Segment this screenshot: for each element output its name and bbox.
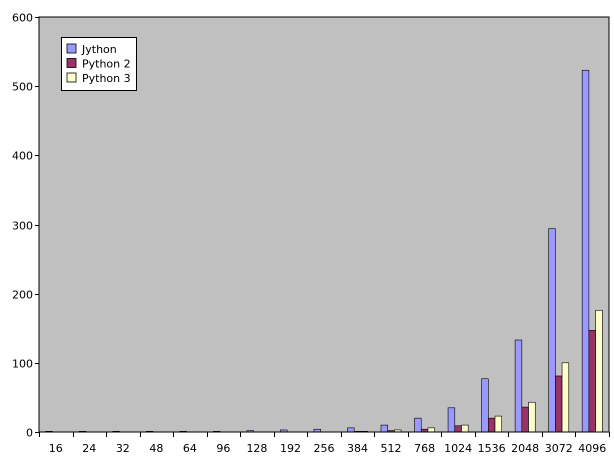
bar-jython — [548, 228, 556, 433]
bar-python-2 — [454, 425, 462, 433]
bar-python-3 — [461, 424, 469, 433]
x-tick-label: 768 — [414, 442, 435, 455]
legend-swatch — [66, 58, 77, 68]
x-tick-label: 1536 — [478, 442, 506, 455]
x-tick-label: 32 — [116, 442, 130, 455]
bar-jython — [380, 424, 389, 433]
legend-label: Python 3 — [82, 72, 131, 85]
x-tick-label: 48 — [149, 442, 163, 455]
bar-jython — [447, 407, 456, 433]
x-tick-label: 128 — [246, 442, 267, 455]
y-tick-label: 400 — [12, 150, 33, 163]
y-tick-label: 200 — [12, 289, 33, 302]
legend-swatch — [66, 43, 77, 54]
legend-label: Jython — [81, 43, 117, 56]
bar-jython — [581, 69, 590, 433]
y-tick-label: 300 — [12, 220, 33, 233]
x-tick-label: 256 — [314, 442, 335, 455]
bar-jython — [514, 339, 523, 433]
bar-python-3 — [427, 427, 435, 433]
x-tick-label: 64 — [183, 442, 197, 455]
x-tick-label: 24 — [82, 442, 96, 455]
y-tick-label: 600 — [12, 12, 33, 25]
bar-python-2 — [487, 417, 496, 433]
y-tick-label: 100 — [12, 358, 33, 371]
bars-layer — [45, 69, 603, 433]
bar-jython — [481, 378, 489, 433]
legend-swatch — [66, 72, 77, 83]
y-tick-label: 0 — [26, 427, 33, 440]
bar-python-3 — [494, 415, 503, 433]
x-tick-label: 192 — [280, 442, 301, 455]
bar-jython — [347, 427, 355, 433]
bar-python-3 — [595, 309, 603, 433]
x-tick-label: 2048 — [511, 442, 539, 455]
bar-python-2 — [555, 375, 563, 433]
x-tick-label: 3072 — [545, 442, 573, 455]
bar-python-2 — [521, 406, 529, 433]
x-tick-label: 512 — [381, 442, 402, 455]
x-tick-label: 1024 — [444, 442, 472, 455]
plot-border — [38, 16, 610, 433]
bar-python-3 — [528, 401, 536, 433]
x-tick-label: 4096 — [578, 442, 606, 455]
bar-python-3 — [561, 362, 570, 433]
legend-label: Python 2 — [82, 58, 131, 71]
x-tick-label: 96 — [216, 442, 230, 455]
x-tick-label: 16 — [49, 442, 63, 455]
bar-python-2 — [588, 330, 596, 433]
x-tick-label: 384 — [347, 442, 368, 455]
bar-jython — [414, 417, 422, 433]
axes-layer: 0 100 200 300 400 500 600 16 24 32 48 64 96 128 192 256… — [12, 12, 610, 455]
y-tick-label: 500 — [12, 81, 33, 94]
